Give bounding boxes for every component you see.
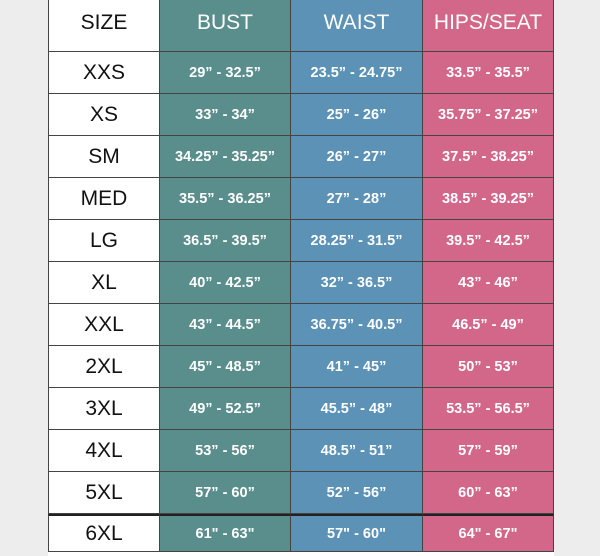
measurement-cell: 23.5” - 24.75” <box>291 52 423 94</box>
measurement-cell: 36.5” - 39.5” <box>160 220 291 262</box>
size-header: SIZE <box>48 0 160 52</box>
size-cell: 3XL <box>48 388 160 430</box>
measurement-cell: 45” - 48.5” <box>160 346 291 388</box>
measurement-cell: 57" - 60" <box>291 514 423 552</box>
measurement-cell: 35.5” - 36.25” <box>160 178 291 220</box>
size-cell: 4XL <box>48 430 160 472</box>
measurement-cell: 41” - 45” <box>291 346 423 388</box>
measurement-cell: 40” - 42.5” <box>160 262 291 304</box>
size-cell: XXS <box>48 52 160 94</box>
measurement-cell: 50” - 53” <box>423 346 554 388</box>
measurement-cell: 25” - 26” <box>291 94 423 136</box>
measurement-cell: 26” - 27” <box>291 136 423 178</box>
size-cell: MED <box>48 178 160 220</box>
measurement-cell: 49” - 52.5” <box>160 388 291 430</box>
measurement-cell: 61" - 63" <box>160 514 291 552</box>
measurement-cell: 46.5” - 49” <box>423 304 554 346</box>
measurement-cell: 64" - 67" <box>423 514 554 552</box>
measurement-cell: 39.5” - 42.5” <box>423 220 554 262</box>
measurement-cell: 35.75” - 37.25” <box>423 94 554 136</box>
measurement-cell: 53.5” - 56.5” <box>423 388 554 430</box>
size-cell: LG <box>48 220 160 262</box>
size-cell: XXL <box>48 304 160 346</box>
size-cell: 5XL <box>48 472 160 514</box>
measurement-cell: 57” - 59” <box>423 430 554 472</box>
size-cell: SM <box>48 136 160 178</box>
measurement-cell: 32” - 36.5” <box>291 262 423 304</box>
measurement-cell: 36.75” - 40.5” <box>291 304 423 346</box>
column-header: HIPS/SEAT <box>423 0 554 52</box>
measurement-cell: 48.5” - 51” <box>291 430 423 472</box>
size-cell: XS <box>48 94 160 136</box>
size-chart: SIZE BUST WAIST HIPS/SEAT XXS 29” - 32.5” 23.5… <box>48 0 554 556</box>
measurement-cell: 33.5” - 35.5” <box>423 52 554 94</box>
measurement-cell: 43” - 46” <box>423 262 554 304</box>
measurement-cell: 53” - 56” <box>160 430 291 472</box>
column-header: BUST <box>160 0 291 52</box>
measurement-cell: 52” - 56” <box>291 472 423 514</box>
measurement-cell: 33” - 34” <box>160 94 291 136</box>
measurement-cell: 29” - 32.5” <box>160 52 291 94</box>
measurement-cell: 38.5” - 39.25” <box>423 178 554 220</box>
measurement-cell: 43” - 44.5” <box>160 304 291 346</box>
size-cell: 6XL <box>48 514 160 552</box>
measurement-cell: 28.25” - 31.5” <box>291 220 423 262</box>
measurement-cell: 34.25” - 35.25” <box>160 136 291 178</box>
size-cell: XL <box>48 262 160 304</box>
size-cell: 2XL <box>48 346 160 388</box>
measurement-cell: 60” - 63” <box>423 472 554 514</box>
measurement-cell: 57” - 60” <box>160 472 291 514</box>
measurement-cell: 27” - 28” <box>291 178 423 220</box>
measurement-cell: 45.5” - 48” <box>291 388 423 430</box>
column-header: WAIST <box>291 0 423 52</box>
measurement-cell: 37.5” - 38.25” <box>423 136 554 178</box>
